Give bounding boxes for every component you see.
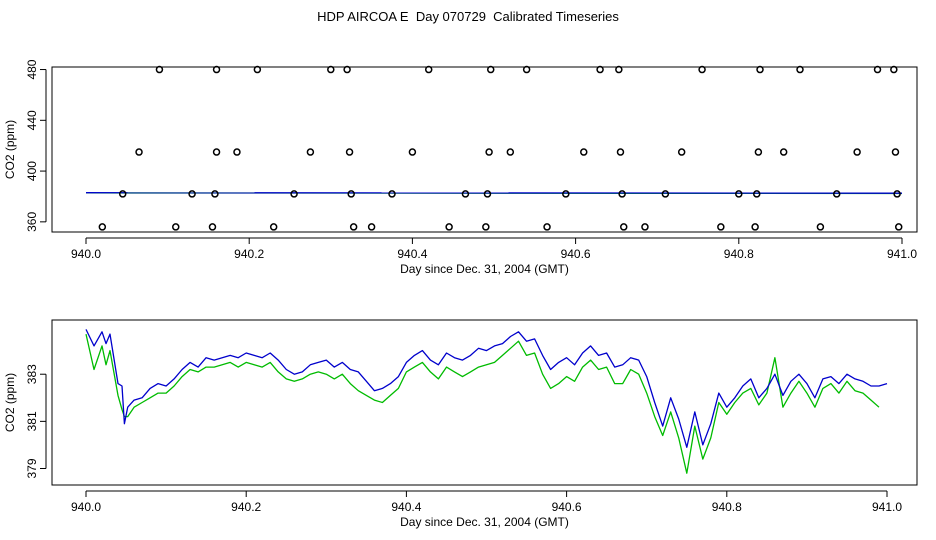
plot-frame-2: [51, 319, 918, 486]
calibration-point: [208, 223, 217, 231]
calibration-point: [619, 223, 628, 231]
calibration-point: [616, 148, 625, 156]
calibration-point: [751, 223, 759, 231]
calibration-point: [485, 148, 493, 156]
chart-title: HDP AIRCOA E Day 070729 Calibrated Times…: [317, 9, 619, 24]
calibration-point: [445, 223, 453, 231]
calibration-point: [345, 148, 354, 156]
calibration-point: [349, 223, 358, 231]
y-tick-label: 480: [25, 59, 39, 79]
x-tick-label: 940.2: [231, 500, 261, 514]
calibration-point: [155, 65, 164, 74]
calibration-point: [367, 223, 376, 231]
series-line-green: [85, 333, 880, 474]
calibration-point: [816, 223, 825, 231]
calibration-point: [424, 65, 433, 74]
calibration-point: [172, 223, 180, 231]
calibration-point: [890, 65, 898, 74]
calibration-point: [212, 65, 221, 74]
calibration-point: [698, 65, 706, 74]
calibration-point: [677, 148, 686, 156]
calibration-point: [253, 65, 262, 74]
calibration-point: [486, 65, 495, 74]
calibration-point: [891, 148, 900, 156]
calibration-point: [735, 190, 743, 198]
calibration-point: [388, 190, 396, 198]
y-axis-label: CO2 (ppm): [3, 373, 17, 432]
calibration-point: [343, 65, 351, 74]
calibration-point: [893, 190, 901, 198]
calibration-point: [212, 148, 221, 156]
x-tick-label: 941.0: [887, 247, 917, 261]
plot-frame-1: [51, 66, 918, 233]
calibration-point: [233, 148, 241, 156]
x-tick-label: 940.4: [397, 247, 427, 261]
calibration-point: [290, 190, 298, 198]
calibration-point: [522, 65, 531, 74]
x-tick-label: 940.6: [552, 500, 582, 514]
calibration-point: [615, 65, 623, 74]
x-tick-label: 940.8: [724, 247, 754, 261]
series-line-blue: [85, 192, 903, 194]
y-tick-label: 360: [25, 212, 39, 232]
x-tick-label: 940.0: [71, 500, 101, 514]
calibration-point: [461, 190, 470, 198]
calibration-point: [873, 65, 882, 74]
calibration-point: [618, 190, 626, 198]
calibration-point: [756, 65, 764, 74]
calibration-point: [562, 190, 570, 198]
calibration-point: [717, 223, 725, 231]
y-tick-label: 440: [25, 110, 39, 130]
x-tick-label: 940.2: [234, 247, 264, 261]
calibration-point: [483, 190, 492, 198]
calibration-point: [753, 190, 761, 198]
calibration-point: [482, 223, 490, 231]
y-tick-label: 379: [25, 458, 39, 478]
x-tick-label: 941.0: [872, 500, 902, 514]
x-axis-label: Day since Dec. 31, 2004 (GMT): [400, 515, 569, 529]
calibration-point: [661, 190, 670, 198]
calibration-point: [98, 223, 107, 231]
calibration-point: [543, 223, 551, 231]
calibration-point: [641, 223, 649, 231]
calibration-point: [596, 65, 604, 74]
x-axis-label: Day since Dec. 31, 2004 (GMT): [400, 262, 569, 276]
calibration-point: [796, 65, 804, 74]
y-axis-label: CO2 (ppm): [3, 120, 17, 179]
calibration-point: [853, 148, 861, 156]
calibration-point: [894, 223, 903, 231]
calibration-point: [832, 190, 841, 198]
calibration-point: [408, 148, 417, 156]
calibration-point: [211, 190, 219, 198]
calibration-point: [118, 190, 127, 198]
calibration-point: [306, 148, 315, 156]
calibration-point: [580, 148, 588, 156]
calibration-point: [135, 148, 143, 156]
calibration-point: [347, 190, 355, 198]
calibration-point: [269, 223, 278, 231]
x-tick-label: 940.6: [561, 247, 591, 261]
x-tick-label: 940.4: [391, 500, 421, 514]
y-tick-label: 400: [25, 161, 39, 181]
x-tick-label: 940.8: [712, 500, 742, 514]
y-tick-label: 383: [25, 364, 39, 384]
calibration-point: [779, 148, 788, 156]
series-line-blue: [85, 329, 888, 448]
calibration-point: [506, 148, 515, 156]
calibration-point: [327, 65, 335, 74]
y-tick-label: 381: [25, 411, 39, 431]
calibration-point: [754, 148, 763, 156]
calibration-point: [188, 190, 196, 198]
x-tick-label: 940.0: [71, 247, 101, 261]
